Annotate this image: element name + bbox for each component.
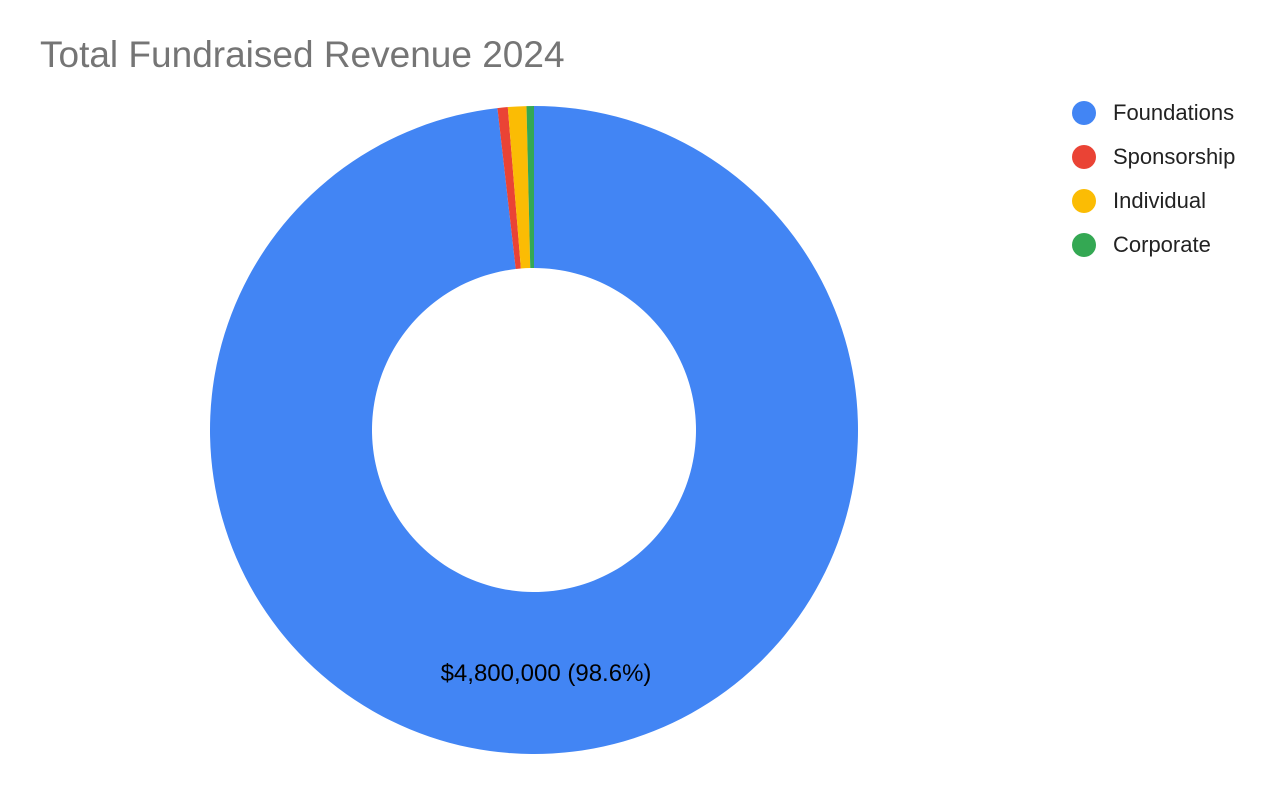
legend-label-foundations: Foundations: [1113, 100, 1235, 125]
slice-corporate[interactable]: [526, 106, 534, 269]
data-label-foundations: $4,800,000 (98.6%): [441, 660, 652, 687]
legend-swatch-foundations: [1072, 101, 1096, 125]
legend-item-sponsorship[interactable]: Sponsorship: [1072, 144, 1236, 169]
slice-foundations[interactable]: [209, 106, 858, 754]
legend: Foundations Sponsorship Individual Corpo…: [1072, 100, 1236, 257]
legend-item-corporate[interactable]: Corporate: [1072, 232, 1235, 257]
legend-item-individual[interactable]: Individual: [1072, 188, 1235, 213]
legend-label-corporate: Corporate: [1113, 232, 1211, 257]
legend-item-foundations[interactable]: Foundations: [1072, 100, 1235, 125]
legend-swatch-sponsorship: [1072, 145, 1096, 169]
chart-title: Total Fundraised Revenue 2024: [40, 34, 565, 75]
legend-label-sponsorship: Sponsorship: [1113, 144, 1236, 169]
slice-individual[interactable]: [507, 106, 531, 269]
legend-swatch-corporate: [1072, 233, 1096, 257]
legend-label-individual: Individual: [1113, 188, 1206, 213]
slice-sponsorship[interactable]: [497, 107, 521, 270]
legend-swatch-individual: [1072, 189, 1096, 213]
